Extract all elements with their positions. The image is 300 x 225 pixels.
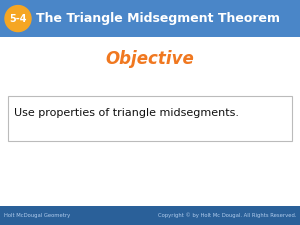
Text: The Triangle Midsegment Theorem: The Triangle Midsegment Theorem xyxy=(36,12,280,25)
Text: Use properties of triangle midsegments.: Use properties of triangle midsegments. xyxy=(14,108,239,118)
Text: Objective: Objective xyxy=(106,50,194,68)
FancyBboxPatch shape xyxy=(8,96,292,141)
Text: 5-4: 5-4 xyxy=(9,14,27,24)
Bar xyxy=(0,206,300,225)
Text: Copyright © by Holt Mc Dougal. All Rights Reserved.: Copyright © by Holt Mc Dougal. All Right… xyxy=(158,213,296,218)
Bar xyxy=(0,0,300,37)
Text: Holt McDougal Geometry: Holt McDougal Geometry xyxy=(4,213,70,218)
Circle shape xyxy=(5,6,31,32)
